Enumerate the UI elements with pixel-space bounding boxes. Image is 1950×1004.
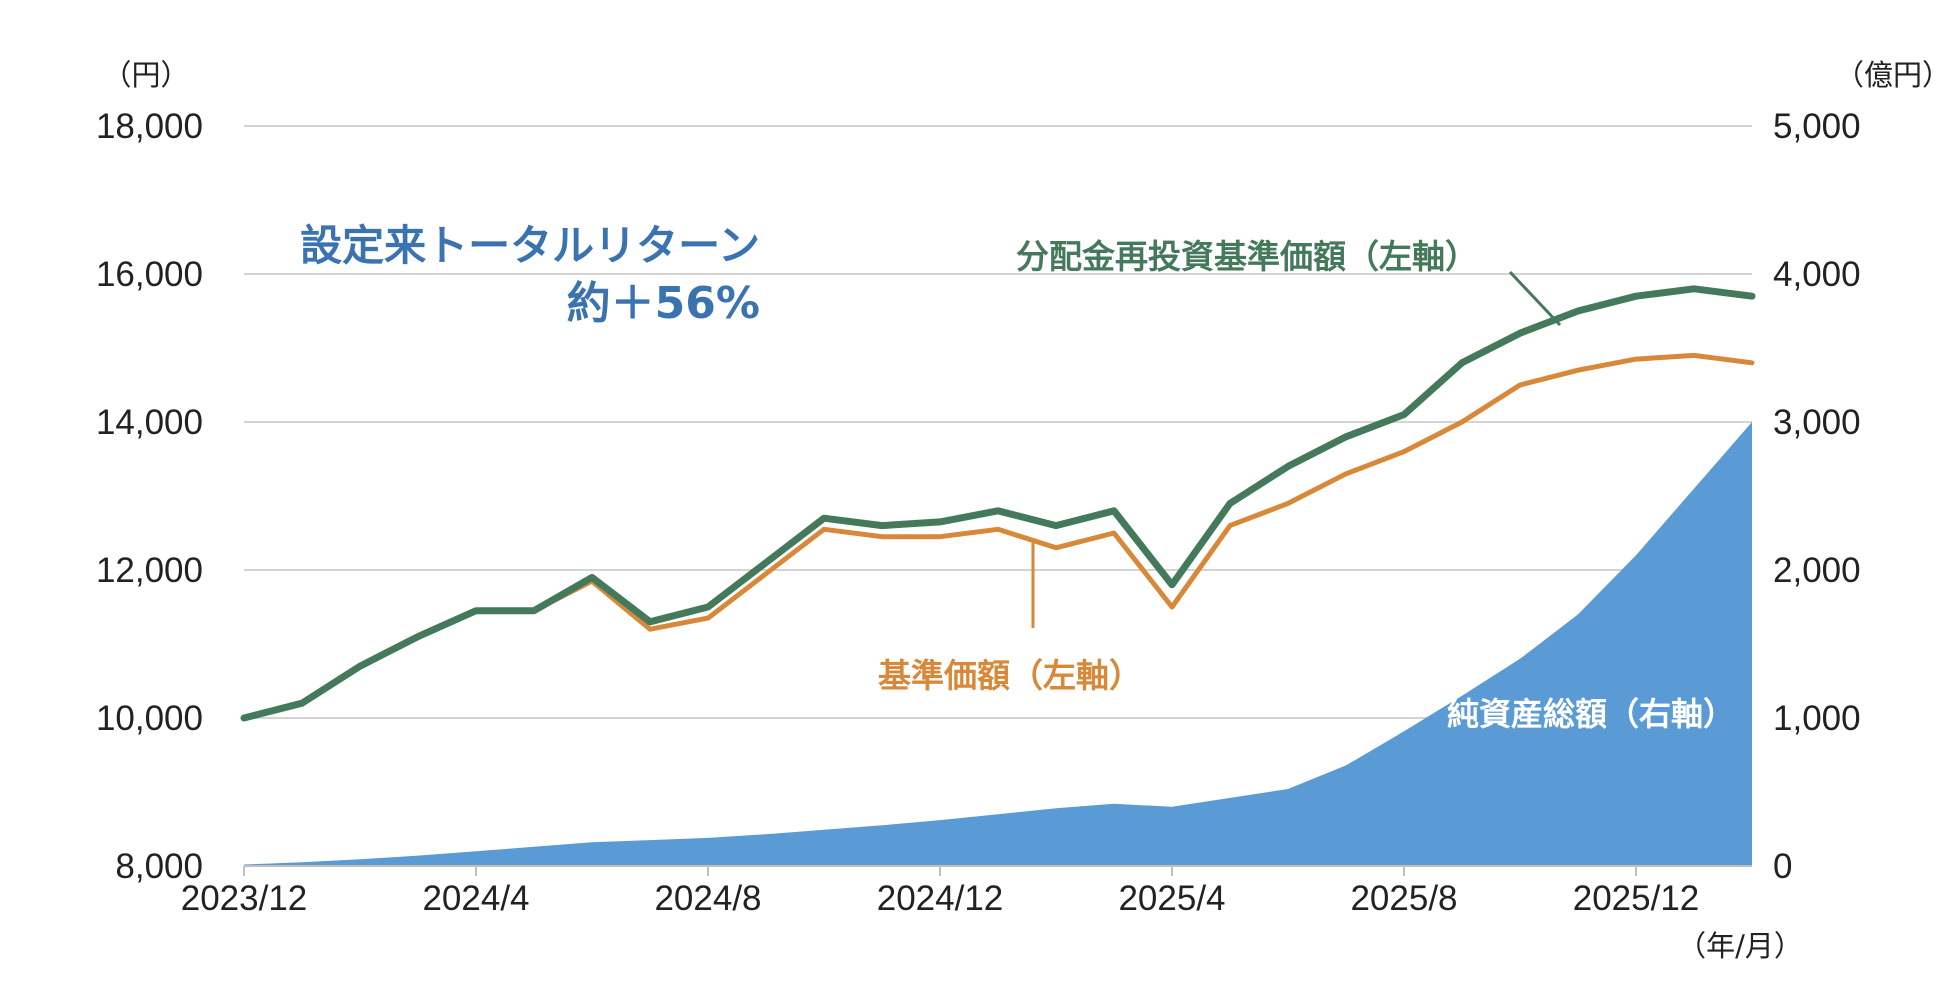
left-axis-tick-label: 18,000 xyxy=(96,107,203,146)
right-axis-tick-label: 5,000 xyxy=(1773,107,1861,146)
x-axis-tick-label: 2025/4 xyxy=(1118,879,1225,918)
total-return-value: 約＋56% xyxy=(567,278,760,329)
reinvested-nav-label: 分配金再投資基準価額（左軸） xyxy=(1016,237,1478,276)
reinvested-nav-line xyxy=(240,285,1756,722)
x-axis-tick-label: 2025/12 xyxy=(1573,879,1700,918)
x-axis-tick-label: 2024/12 xyxy=(877,879,1004,918)
x-axis-unit: （年/月） xyxy=(1677,929,1803,963)
x-axis-tick-label: 2025/8 xyxy=(1350,879,1457,918)
x-axis-tick-label: 2024/8 xyxy=(654,879,761,918)
gridlines xyxy=(244,125,1752,719)
total-return-title: 設定来トータルリターン xyxy=(300,221,760,270)
x-axis-ticks xyxy=(243,866,1637,876)
right-axis-tick-label: 4,000 xyxy=(1773,255,1861,294)
x-axis-tick-label: 2023/12 xyxy=(181,879,308,918)
reinvested-nav-leader xyxy=(1508,270,1562,327)
x-axis-tick-labels: 2023/12 2024/4 2024/8 2024/12 2025/4 2025/8 20… xyxy=(181,879,1700,918)
nav-price-label: 基準価額（左軸） xyxy=(878,656,1142,695)
left-axis-tick-label: 12,000 xyxy=(96,551,203,590)
right-axis-tick-label: 3,000 xyxy=(1773,403,1861,442)
right-axis-tick-label: 1,000 xyxy=(1773,699,1861,738)
left-axis-tick-label: 10,000 xyxy=(96,699,203,738)
left-axis-tick-label: 8,000 xyxy=(115,847,203,886)
net-assets-area xyxy=(244,422,1752,866)
right-axis-tick-label: 2,000 xyxy=(1773,551,1861,590)
x-axis-tick-label: 2024/4 xyxy=(422,879,529,918)
right-axis-unit: （億円） xyxy=(1835,58,1950,92)
left-axis-tick-label: 14,000 xyxy=(96,403,203,442)
right-axis-tick-labels: 0 1,000 2,000 3,000 4,000 5,000 xyxy=(1773,107,1861,886)
net-assets-label: 純資産総額（右軸） xyxy=(1447,695,1735,733)
left-axis-tick-label: 16,000 xyxy=(96,255,203,294)
left-axis-unit: （円） xyxy=(102,58,189,92)
left-axis-tick-labels: 8,000 10,000 12,000 14,000 16,000 18,000 xyxy=(96,107,203,886)
right-axis-tick-label: 0 xyxy=(1773,847,1792,886)
